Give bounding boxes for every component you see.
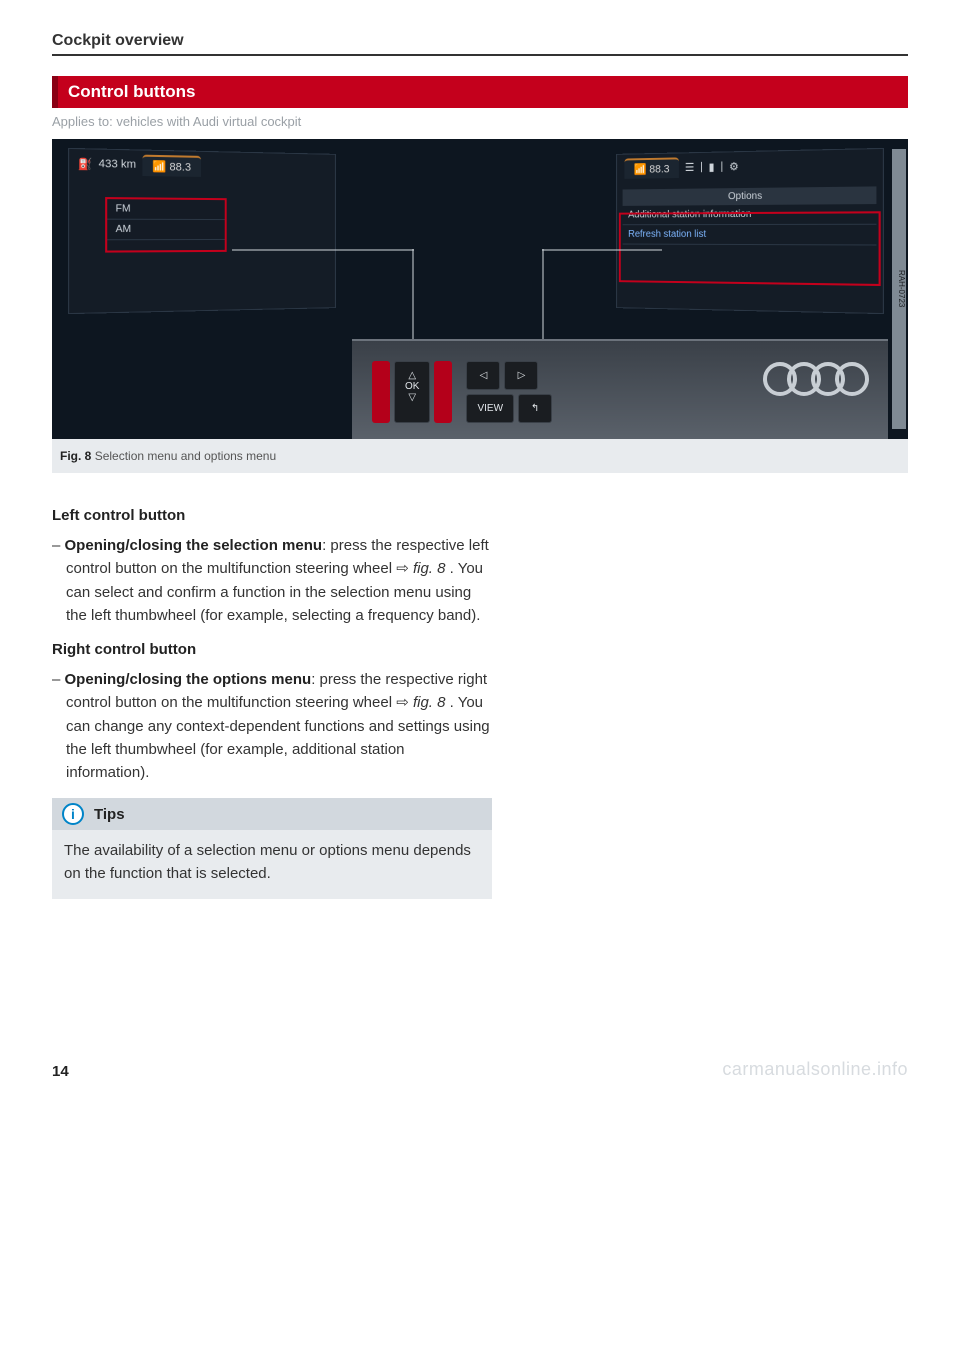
heading-right-control: Right control button bbox=[52, 641, 492, 658]
list-icon: ☰ bbox=[685, 161, 694, 174]
gear-icon: ⚙ bbox=[729, 160, 739, 173]
antenna-icon: 📶 bbox=[152, 160, 166, 172]
figure-caption: Fig. 8 Selection menu and options menu bbox=[52, 439, 908, 463]
next-button[interactable]: ▷ bbox=[504, 361, 538, 390]
frequency-value-right: 88.3 bbox=[649, 163, 669, 175]
fig-ref: fig. 8 bbox=[413, 560, 446, 577]
thumbwheel[interactable]: △ OK ▽ bbox=[394, 361, 430, 423]
options-title: Options bbox=[623, 186, 877, 205]
prev-button[interactable]: ◁ bbox=[466, 361, 500, 390]
fig-ref: fig. 8 bbox=[413, 694, 446, 711]
section-title-bar: Control buttons bbox=[52, 76, 908, 108]
applies-to-text: Applies to: vehicles with Audi virtual c… bbox=[52, 108, 908, 139]
band-am: AM bbox=[107, 220, 225, 241]
figure-caption-text: Selection menu and options menu bbox=[95, 449, 276, 463]
bullet-left: – Opening/closing the selection menu: pr… bbox=[52, 534, 492, 627]
ref-arrow-icon: ⇨ bbox=[396, 694, 409, 711]
down-icon: ▽ bbox=[408, 392, 416, 403]
selection-menu-highlight: FM AM bbox=[105, 197, 227, 253]
tips-body: The availability of a selection menu or … bbox=[52, 830, 492, 899]
bullet-right-bold: Opening/closing the options menu bbox=[65, 671, 312, 688]
frequency-value-left: 88.3 bbox=[170, 161, 192, 173]
bookmark-icon: ▮ bbox=[709, 160, 715, 173]
bullet-right: – Opening/closing the options menu: pres… bbox=[52, 668, 492, 784]
heading-left-control: Left control button bbox=[52, 507, 492, 524]
right-virtual-cockpit: 📶 88.3 ☰ | ▮ | ⚙ Options Additional stat… bbox=[616, 148, 884, 314]
figure-8: ⛽ 433 km 📶 88.3 FM AM 📶 88.3 bbox=[52, 139, 908, 473]
tips-header: i Tips bbox=[52, 798, 492, 830]
section-title: Control buttons bbox=[68, 82, 195, 101]
watermark: carmanualsonline.info bbox=[722, 1059, 908, 1080]
info-icon: i bbox=[62, 803, 84, 825]
bullet-left-bold: Opening/closing the selection menu bbox=[65, 537, 323, 554]
leader-line bbox=[232, 249, 414, 251]
page-number: 14 bbox=[52, 1063, 69, 1080]
steering-wheel-buttons: △ OK ▽ ◁ ▷ VIEW ↰ bbox=[372, 361, 552, 423]
ref-arrow-icon: ⇨ bbox=[396, 560, 409, 577]
band-fm: FM bbox=[107, 199, 225, 220]
page-title: Cockpit overview bbox=[52, 32, 908, 50]
antenna-icon: 📶 bbox=[634, 163, 647, 175]
frequency-tab-left: 📶 88.3 bbox=[142, 154, 201, 176]
left-virtual-cockpit: ⛽ 433 km 📶 88.3 FM AM bbox=[68, 148, 336, 314]
ok-label: OK bbox=[405, 381, 419, 392]
leader-line bbox=[542, 249, 662, 251]
view-button[interactable]: VIEW bbox=[466, 394, 514, 423]
tips-label: Tips bbox=[94, 806, 125, 823]
audi-logo-icon bbox=[762, 359, 872, 404]
right-control-button[interactable] bbox=[434, 361, 452, 423]
up-icon: △ bbox=[408, 370, 416, 381]
frequency-tab-right: 📶 88.3 bbox=[624, 157, 679, 178]
fuel-icon: ⛽ bbox=[78, 157, 93, 171]
left-control-button[interactable] bbox=[372, 361, 390, 423]
page-header: Cockpit overview bbox=[52, 32, 908, 56]
back-button[interactable]: ↰ bbox=[518, 394, 552, 423]
image-code: RAH-0723 bbox=[892, 149, 906, 429]
figure-caption-label: Fig. 8 bbox=[60, 449, 91, 463]
figure-image: ⛽ 433 km 📶 88.3 FM AM 📶 88.3 bbox=[52, 139, 908, 439]
odometer-value: 433 km bbox=[99, 158, 137, 171]
